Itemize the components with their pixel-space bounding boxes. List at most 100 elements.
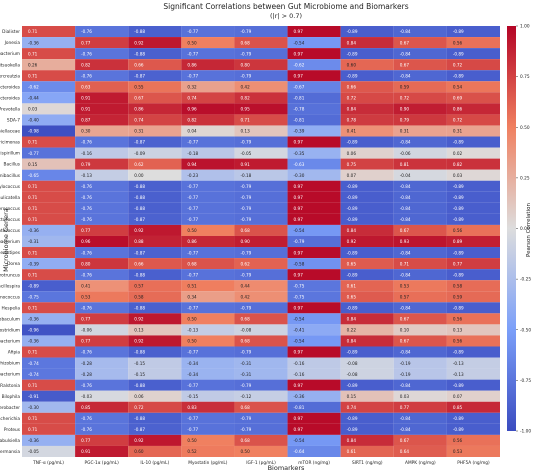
cell-value-label: -0.36 bbox=[28, 438, 39, 443]
heatmap-cell bbox=[340, 335, 394, 347]
x-tick-label: PGC-1α (pg/mL) bbox=[85, 460, 120, 466]
cell-value-label: 0.84 bbox=[347, 228, 357, 233]
cell-value-label: -0.77 bbox=[187, 184, 198, 189]
cell-value-label: 0.06 bbox=[134, 394, 144, 399]
x-tick-label: mTOR (ng/mg) bbox=[298, 460, 330, 466]
cell-value-label: -0.04 bbox=[400, 173, 411, 178]
heatmap-cell bbox=[340, 235, 394, 248]
heatmap-cell bbox=[446, 346, 500, 358]
cell-value-label: 0.50 bbox=[187, 438, 197, 443]
heatmap-cell bbox=[340, 412, 394, 424]
y-tick-label: Bradyrhizobium bbox=[0, 361, 20, 367]
cell-value-label: -0.89 bbox=[347, 427, 358, 432]
heatmap-cell bbox=[181, 147, 235, 159]
cell-value-label: -0.03 bbox=[81, 394, 92, 399]
heatmap-cell bbox=[287, 158, 341, 170]
y-tick-label: Adlercreutzia bbox=[0, 73, 20, 79]
heatmap-cell bbox=[75, 147, 129, 159]
heatmap-cell bbox=[234, 37, 288, 49]
cell-value-label: 0.84 bbox=[347, 339, 357, 344]
heatmap-cell bbox=[128, 445, 182, 457]
heatmap-cell bbox=[75, 235, 129, 248]
cell-value-label: -0.89 bbox=[453, 416, 464, 421]
heatmap-cell bbox=[234, 302, 288, 314]
cell-value-label: 0.68 bbox=[240, 339, 250, 344]
heatmap-cell bbox=[181, 401, 235, 413]
cell-value-label: 0.72 bbox=[347, 96, 357, 101]
y-tick-label: Akkermansia bbox=[0, 449, 20, 455]
y-tick-label: Bacillus bbox=[4, 162, 21, 168]
heatmap-cell bbox=[128, 59, 182, 71]
heatmap-cell bbox=[234, 125, 288, 137]
cell-value-label: 0.97 bbox=[294, 217, 304, 222]
heatmap-cell bbox=[446, 37, 500, 49]
cell-value-label: 0.97 bbox=[294, 206, 304, 211]
heatmap-cell bbox=[393, 70, 447, 82]
cell-value-label: -0.79 bbox=[240, 383, 251, 388]
cell-value-label: 0.10 bbox=[400, 328, 410, 333]
cell-value-label: 0.97 bbox=[294, 51, 304, 56]
heatmap-cell bbox=[181, 191, 235, 203]
cell-value-label: -0.89 bbox=[347, 250, 358, 255]
cell-value-label: -0.16 bbox=[294, 361, 305, 366]
cell-value-label: -0.84 bbox=[400, 29, 411, 34]
heatmap-cell bbox=[181, 213, 235, 225]
heatmap-cell bbox=[75, 412, 129, 424]
cell-value-label: -0.62 bbox=[294, 62, 305, 67]
heatmap-cell bbox=[340, 114, 394, 126]
cell-value-label: -0.77 bbox=[28, 151, 39, 156]
heatmap-cell bbox=[287, 434, 341, 446]
heatmap-cell bbox=[446, 258, 500, 270]
heatmap-cell bbox=[287, 390, 341, 402]
heatmap-cell bbox=[22, 37, 76, 49]
cell-value-label: 0.79 bbox=[81, 162, 91, 167]
heatmap-cell bbox=[128, 37, 182, 49]
cell-value-label: 0.84 bbox=[347, 107, 357, 112]
cell-value-label: 0.50 bbox=[187, 40, 197, 45]
heatmap-cell bbox=[234, 224, 288, 236]
cell-value-label: -0.77 bbox=[187, 272, 198, 277]
heatmap-cell bbox=[22, 26, 76, 38]
heatmap-cell bbox=[234, 235, 288, 248]
heatmap-cell bbox=[393, 180, 447, 192]
heatmap-cell bbox=[446, 401, 500, 413]
heatmap-cell bbox=[446, 202, 500, 214]
cell-value-label: 0.91 bbox=[81, 96, 91, 101]
heatmap-cell bbox=[446, 412, 500, 424]
cell-value-label: -0.74 bbox=[28, 372, 39, 377]
heatmap-cell bbox=[340, 423, 394, 435]
heatmap-cell bbox=[393, 59, 447, 71]
cell-value-label: -0.89 bbox=[453, 29, 464, 34]
cell-value-label: -0.89 bbox=[453, 250, 464, 255]
cell-value-label: 0.68 bbox=[187, 261, 197, 266]
heatmap-cell bbox=[234, 434, 288, 446]
heatmap-cell bbox=[446, 125, 500, 137]
heatmap-cell bbox=[234, 103, 288, 115]
cell-value-label: -0.76 bbox=[81, 383, 92, 388]
cell-value-label: 0.68 bbox=[240, 317, 250, 322]
heatmap-cell bbox=[446, 247, 500, 259]
heatmap-cell bbox=[340, 169, 394, 181]
cell-value-label: 0.26 bbox=[28, 62, 38, 67]
cell-value-label: -0.77 bbox=[187, 73, 198, 78]
chart-title: Significant Correlations between Gut Mic… bbox=[163, 2, 408, 11]
heatmap-cell bbox=[393, 357, 447, 369]
heatmap-cell bbox=[75, 81, 129, 93]
cell-value-label: 0.90 bbox=[400, 107, 410, 112]
heatmap-cell bbox=[340, 357, 394, 369]
cell-value-label: -0.87 bbox=[134, 250, 145, 255]
heatmap-cell bbox=[287, 169, 341, 181]
cell-value-label: -0.89 bbox=[453, 383, 464, 388]
heatmap-cell bbox=[22, 48, 76, 60]
cell-value-label: -0.76 bbox=[81, 51, 92, 56]
cell-value-label: -0.88 bbox=[134, 206, 145, 211]
heatmap-cell bbox=[128, 291, 182, 303]
heatmap-cell bbox=[393, 434, 447, 446]
cell-value-label: -0.84 bbox=[400, 250, 411, 255]
heatmap-cell bbox=[446, 147, 500, 159]
cell-value-label: -0.13 bbox=[81, 173, 92, 178]
cell-value-label: -0.79 bbox=[240, 350, 251, 355]
cell-value-label: 0.67 bbox=[400, 40, 410, 45]
heatmap-cell bbox=[75, 191, 129, 203]
cell-value-label: -0.88 bbox=[134, 272, 145, 277]
